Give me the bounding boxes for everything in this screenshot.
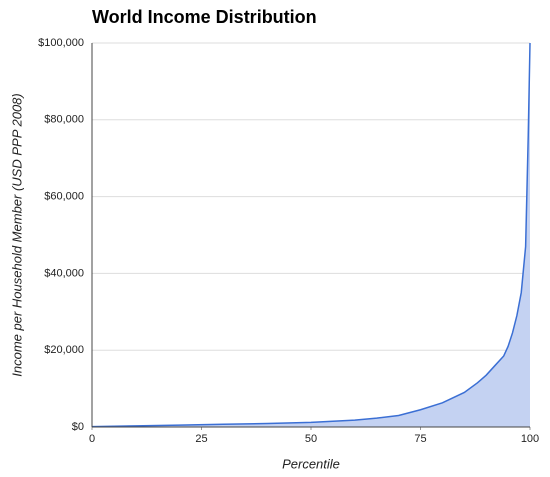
y-tick-label: $80,000	[44, 114, 84, 126]
y-tick-label: $60,000	[44, 191, 84, 203]
x-tick-label: 75	[414, 433, 426, 445]
x-tick-label: 25	[195, 433, 207, 445]
y-tick-label: $40,000	[44, 267, 84, 279]
x-tick-label: 50	[305, 433, 317, 445]
x-axis-title: Percentile	[282, 456, 340, 471]
y-tick-label: $20,000	[44, 344, 84, 356]
area-line	[91, 42, 531, 428]
chart-title: World Income Distribution	[92, 7, 317, 27]
y-tick-label: $0	[72, 421, 84, 433]
y-axis-title: Income per Household Member (USD PPP 200…	[9, 93, 24, 376]
y-tick-label: $100,000	[38, 37, 84, 49]
x-tick-label: 0	[89, 433, 95, 445]
x-tick-label: 100	[521, 433, 539, 445]
area-fill	[92, 43, 530, 427]
